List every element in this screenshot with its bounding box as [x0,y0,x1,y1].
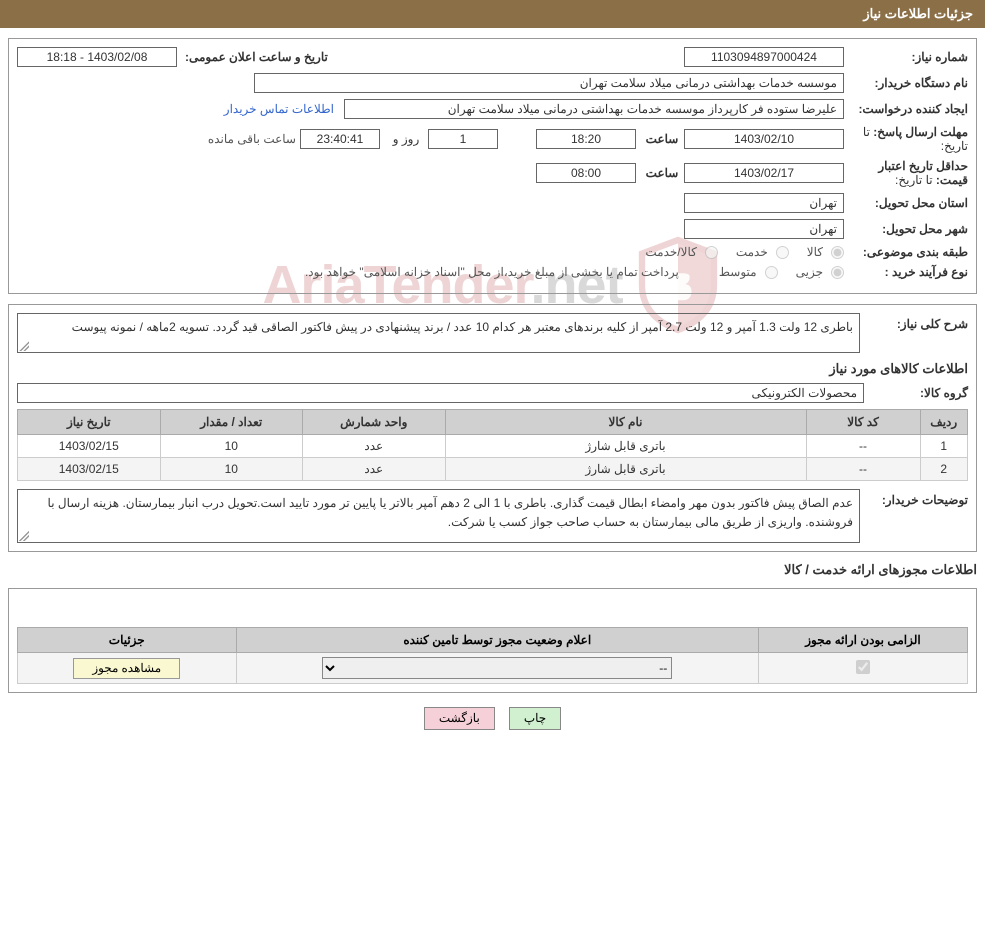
announce-label: تاریخ و ساعت اعلان عمومی: [181,50,328,64]
items-title: اطلاعات کالاهای مورد نیاز [17,361,968,377]
group-label: گروه کالا: [868,386,968,400]
items-th: ردیف [920,410,968,435]
page-title: جزئیات اطلاعات نیاز [863,6,973,21]
buyer-notes-value: عدم الصاق پیش فاکتور بدون مهر وامضاء ابط… [17,489,860,543]
items-th: تاریخ نیاز [18,410,161,435]
need-number-label: شماره نیاز: [848,50,968,64]
resize-handle-icon[interactable] [19,341,29,351]
table-row: 2--باتری قابل شارژعدد101403/02/15 [18,458,968,481]
days-remaining-value: 1 [428,129,498,149]
items-th: نام کالا [445,410,806,435]
radio-medium[interactable] [765,266,778,279]
permit-th-mandatory: الزامی بودن ارائه مجوز [759,628,968,653]
table-row: 1--باتری قابل شارژعدد101403/02/15 [18,435,968,458]
delivery-city-label: شهر محل تحویل: [848,222,968,236]
deadline-date-value: 1403/02/10 [684,129,844,149]
items-th: کد کالا [806,410,920,435]
permit-mandatory-checkbox[interactable] [856,660,870,674]
permits-section: الزامی بودن ارائه مجوز اعلام وضعیت مجوز … [8,588,977,693]
need-info-section: شماره نیاز: 1103094897000424 تاریخ و ساع… [8,38,977,294]
need-detail-section: شرح کلی نیاز: باطری 12 ولت 1.3 آمپر و 12… [8,304,977,552]
price-valid-label: حداقل تاریخ اعتبار قیمت: تا تاریخ: [848,159,968,187]
footer-buttons: چاپ بازگشت [8,693,977,744]
delivery-province-label: استان محل تحویل: [848,196,968,210]
resize-handle-icon[interactable] [19,531,29,541]
page-header: جزئیات اطلاعات نیاز [0,0,985,28]
permit-status-select[interactable]: -- [322,657,672,679]
creator-value: علیرضا ستوده فر کارپرداز موسسه خدمات بهد… [344,99,844,119]
creator-label: ایجاد کننده درخواست: [848,102,968,116]
items-th: تعداد / مقدار [160,410,303,435]
announce-value: 1403/02/08 - 18:18 [17,47,177,67]
items-table: ردیفکد کالانام کالاواحد شمارشتعداد / مقد… [17,409,968,481]
classification-label: طبقه بندی موضوعی: [848,245,968,259]
print-button[interactable]: چاپ [509,707,561,730]
price-valid-time-value: 08:00 [536,163,636,183]
buyer-contact-link[interactable]: اطلاعات تماس خریدار [218,102,340,116]
radio-goods-service[interactable] [705,246,718,259]
countdown-value: 23:40:41 [300,129,380,149]
permits-table: الزامی بودن ارائه مجوز اعلام وضعیت مجوز … [17,627,968,684]
remaining-label: ساعت باقی مانده [208,132,296,146]
price-valid-date-value: 1403/02/17 [684,163,844,183]
deadline-time-value: 18:20 [536,129,636,149]
delivery-province-value: تهران [684,193,844,213]
buyer-org-label: نام دستگاه خریدار: [848,76,968,90]
need-desc-value: باطری 12 ولت 1.3 آمپر و 12 ولت 2.7 آمپر … [17,313,860,353]
need-desc-label: شرح کلی نیاز: [868,313,968,331]
radio-goods[interactable] [831,246,844,259]
time-label-2: ساعت [640,166,680,180]
view-permit-button[interactable]: مشاهده مجوز [73,658,180,679]
permits-title: اطلاعات مجوزهای ارائه خدمت / کالا [8,562,977,578]
radio-minor[interactable] [831,266,844,279]
deadline-label: مهلت ارسال پاسخ: تا تاریخ: [848,125,968,153]
back-button[interactable]: بازگشت [424,707,495,730]
buyer-notes-label: توضیحات خریدار: [868,489,968,507]
items-th: واحد شمارش [303,410,446,435]
permit-th-detail: جزئیات [18,628,237,653]
buyer-org-value: موسسه خدمات بهداشتی درمانی میلاد سلامت ت… [254,73,844,93]
permit-th-status: اعلام وضعیت مجوز توسط تامین کننده [236,628,759,653]
purchase-note: پرداخت تمام یا بخشی از مبلغ خرید،از محل … [305,265,679,279]
need-number-value: 1103094897000424 [684,47,844,67]
purchase-type-label: نوع فرآیند خرید : [848,265,968,279]
delivery-city-value: تهران [684,219,844,239]
permit-row: -- مشاهده مجوز [18,653,968,684]
purchase-type-radios: جزیی متوسط [707,265,844,279]
day-label: روز و [384,132,424,146]
group-value: محصولات الکترونیکی [17,383,864,403]
radio-service[interactable] [776,246,789,259]
classification-radios: کالا خدمت کالا/خدمت [633,245,844,259]
time-label-1: ساعت [640,132,680,146]
